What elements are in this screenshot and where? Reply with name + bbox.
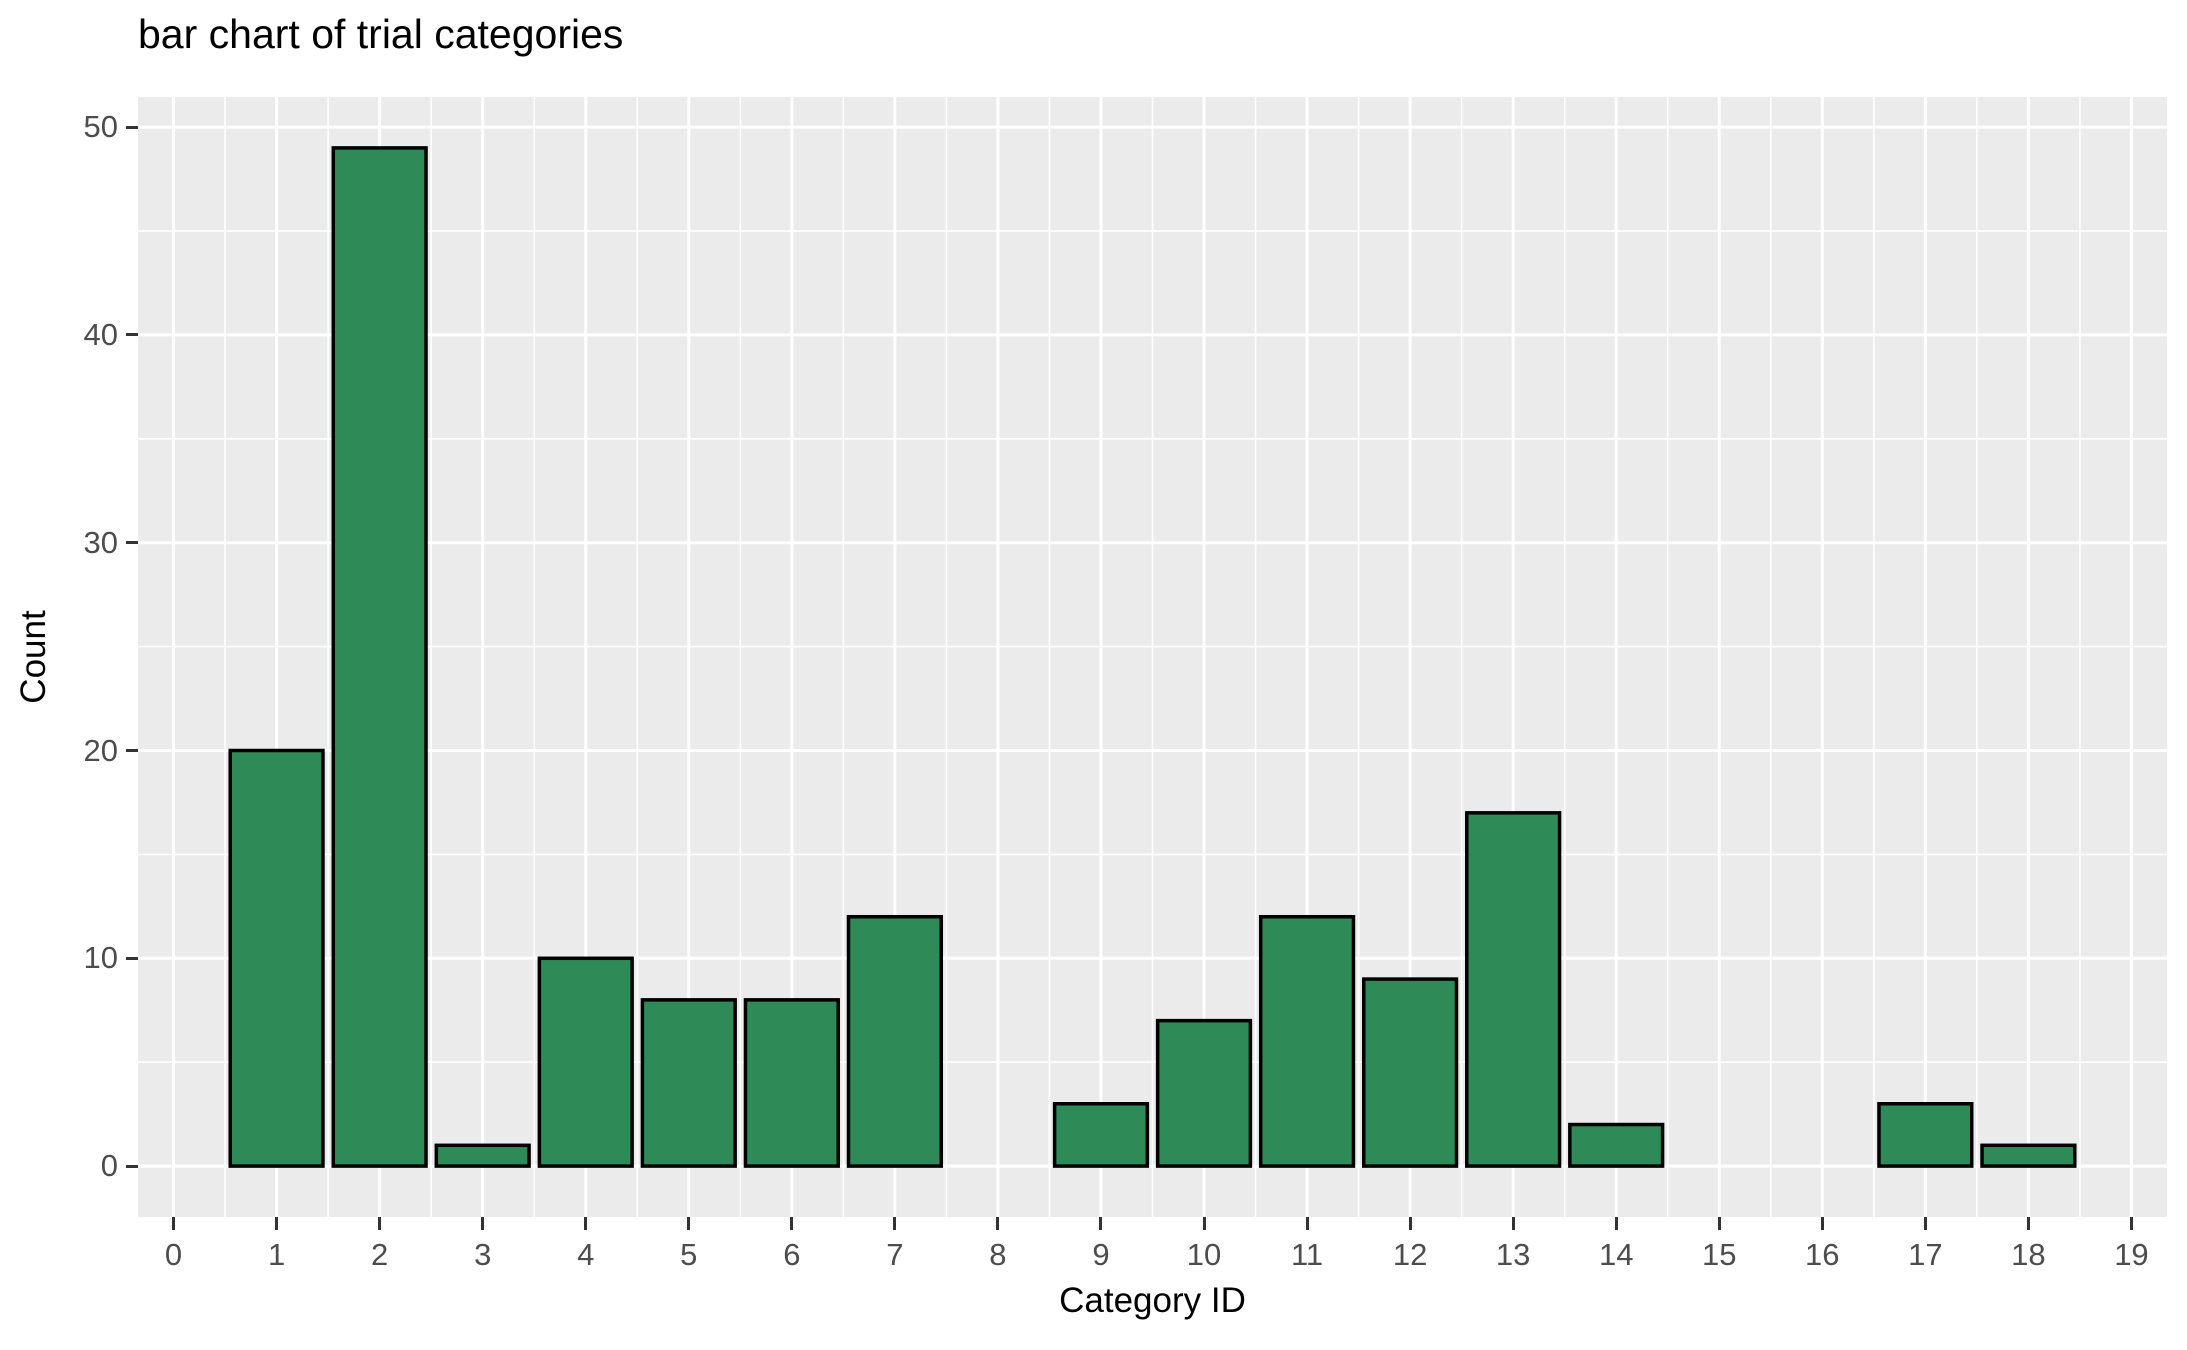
y-tick-mark-30: [126, 541, 138, 545]
y-tick-mark-0: [126, 1164, 138, 1168]
x-tick-mark-18: [2026, 1217, 2030, 1230]
x-tick-label-13: 13: [1495, 1237, 1531, 1272]
x-axis-title: Category ID: [1059, 1281, 1246, 1320]
x-tick-label-12: 12: [1392, 1237, 1428, 1272]
x-tick-label-4: 4: [577, 1237, 595, 1272]
bar-category-1: [228, 748, 325, 1168]
y-tick-label-0: 0: [100, 1148, 118, 1184]
x-tick-mark-9: [1099, 1217, 1103, 1230]
x-tick-mark-4: [584, 1217, 588, 1230]
x-tick-mark-1: [275, 1217, 279, 1230]
x-tick-label-3: 3: [474, 1237, 492, 1272]
x-tick-label-1: 1: [267, 1237, 286, 1272]
x-tick-label-10: 10: [1186, 1237, 1222, 1272]
x-tick-label-5: 5: [680, 1237, 698, 1272]
y-tick-label-10: 10: [83, 940, 118, 976]
y-axis-title: Count: [14, 610, 53, 704]
y-tick-mark-40: [126, 333, 138, 337]
x-tick-label-9: 9: [1092, 1237, 1110, 1272]
bar-category-3: [434, 1143, 531, 1168]
x-tick-label-0: 0: [164, 1237, 183, 1272]
bar-category-14: [1568, 1122, 1665, 1168]
x-tick-mark-2: [378, 1217, 382, 1230]
x-tick-mark-14: [1614, 1217, 1618, 1230]
x-tick-mark-12: [1408, 1217, 1412, 1230]
bar-category-17: [1877, 1102, 1974, 1168]
x-tick-label-8: 8: [989, 1237, 1007, 1272]
y-tick-mark-10: [126, 956, 138, 960]
x-tick-mark-6: [790, 1217, 794, 1230]
x-tick-label-14: 14: [1598, 1237, 1634, 1272]
bar-category-9: [1052, 1102, 1150, 1168]
x-tick-mark-8: [996, 1217, 1000, 1230]
x-tick-label-15: 15: [1702, 1237, 1737, 1272]
bar-category-10: [1155, 1018, 1253, 1168]
x-tick-label-18: 18: [2011, 1237, 2046, 1272]
plot-panel: [138, 97, 2167, 1217]
x-tick-label-2: 2: [371, 1237, 389, 1272]
x-tick-mark-11: [1305, 1217, 1309, 1230]
x-tick-label-11: 11: [1290, 1237, 1324, 1272]
bar-category-7: [846, 914, 944, 1168]
x-tick-mark-13: [1511, 1217, 1515, 1230]
bar-category-4: [537, 956, 634, 1168]
bar-category-18: [1980, 1143, 2077, 1168]
x-tick-label-17: 17: [1908, 1237, 1943, 1272]
bar-category-6: [743, 998, 840, 1168]
x-tick-mark-15: [1717, 1217, 1721, 1230]
y-tick-mark-20: [126, 749, 138, 752]
bar-category-11: [1258, 914, 1356, 1168]
bar-category-2: [331, 146, 428, 1168]
y-tick-label-30: 30: [83, 524, 118, 560]
x-tick-label-6: 6: [783, 1237, 801, 1272]
x-tick-mark-3: [481, 1217, 485, 1230]
bar-category-5: [640, 998, 737, 1168]
y-tick-label-20: 20: [83, 732, 118, 768]
x-tick-mark-5: [687, 1217, 691, 1230]
x-tick-mark-0: [172, 1217, 176, 1230]
chart-title: bar chart of trial categories: [138, 11, 624, 57]
y-tick-label-40: 40: [83, 316, 118, 352]
x-tick-label-19: 19: [2114, 1237, 2149, 1272]
x-tick-mark-7: [893, 1217, 897, 1230]
x-tick-label-16: 16: [1805, 1237, 1840, 1272]
y-tick-mark-50: [126, 125, 138, 129]
x-tick-label-7: 7: [886, 1237, 904, 1272]
x-tick-mark-10: [1202, 1217, 1206, 1230]
bar-category-12: [1361, 977, 1459, 1168]
x-tick-mark-16: [1820, 1217, 1824, 1230]
y-tick-label-50: 50: [83, 109, 118, 145]
bar-category-13: [1465, 811, 1562, 1168]
plot-canvas: [138, 97, 2167, 1217]
x-tick-mark-19: [2129, 1217, 2133, 1230]
x-tick-mark-17: [1923, 1217, 1927, 1230]
